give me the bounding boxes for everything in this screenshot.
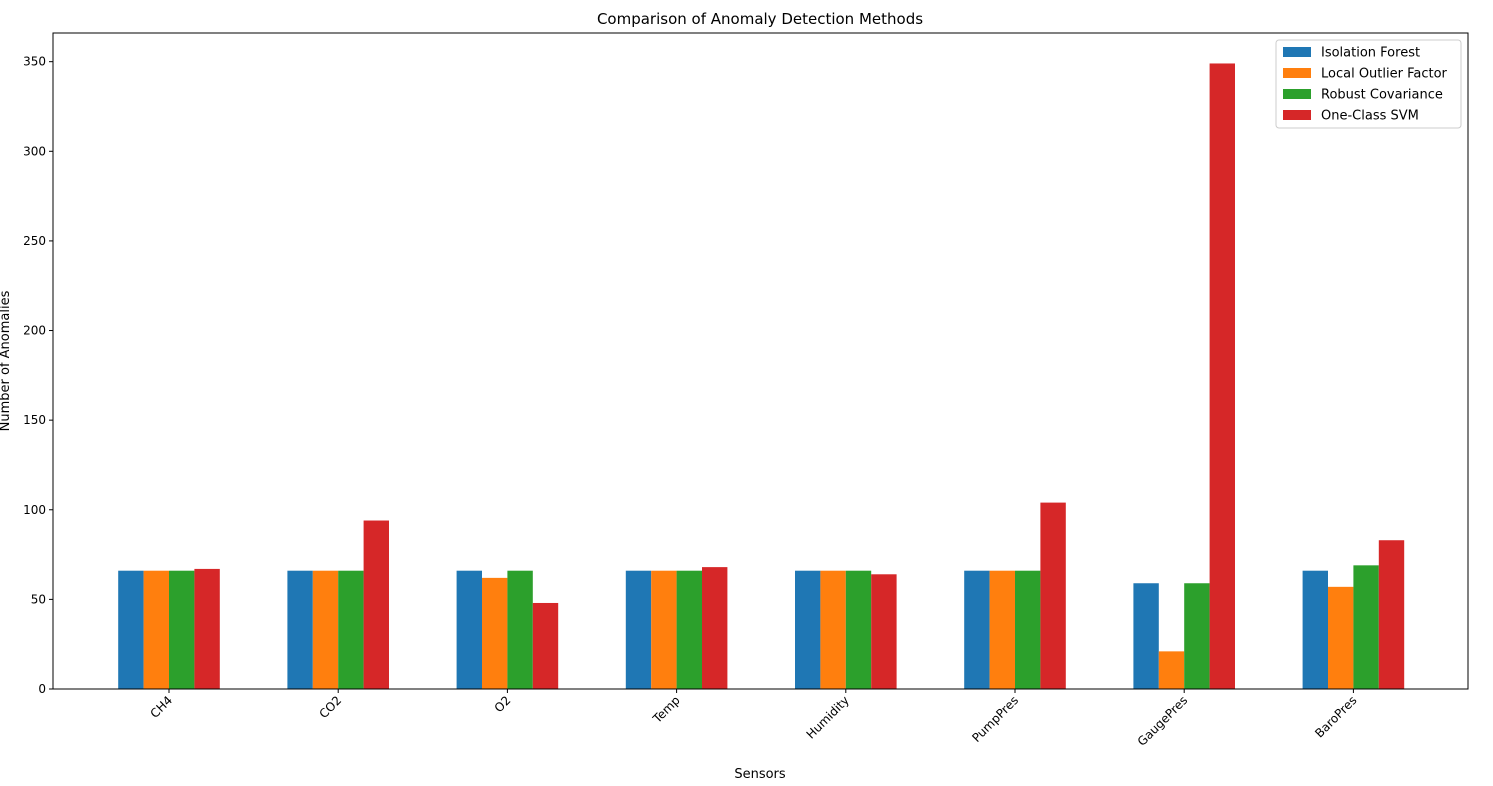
bar	[1328, 586, 1354, 689]
bar	[871, 574, 897, 689]
x-tick-label: Humidity	[804, 693, 852, 741]
bar	[1209, 63, 1235, 690]
legend: Isolation Forest Local Outlier Factor Robu…	[1275, 39, 1462, 129]
bar	[143, 570, 169, 689]
legend-box	[1275, 39, 1462, 129]
y-tick-label: 0	[38, 682, 46, 696]
legend-swatch	[1283, 47, 1311, 57]
y-tick-label: 350	[23, 55, 46, 69]
plot-frame	[52, 32, 1469, 690]
x-tick-label: PumpPres	[969, 693, 1021, 745]
bar	[820, 570, 846, 689]
bar	[845, 570, 872, 689]
bar	[702, 567, 728, 689]
bar	[338, 570, 364, 689]
legend-swatch	[1283, 110, 1311, 120]
bar	[989, 570, 1015, 689]
legend-swatch	[1283, 89, 1311, 99]
bar	[1353, 565, 1379, 689]
legend-swatch	[1283, 68, 1311, 78]
legend-entry: Robust Covariance	[1321, 88, 1443, 103]
bar	[1040, 502, 1066, 689]
x-tick-label: Temp	[649, 693, 682, 726]
y-tick-label: 100	[23, 503, 46, 517]
bar	[532, 602, 559, 689]
bar	[1378, 540, 1405, 689]
legend-entry: Isolation Forest	[1321, 46, 1420, 61]
bar	[1158, 651, 1185, 689]
bar	[1015, 570, 1041, 689]
bar	[456, 570, 482, 689]
bar	[312, 570, 339, 689]
y-axis-label: Number of Anomalies	[0, 290, 13, 431]
y-tick-label: 50	[31, 592, 46, 606]
bars	[118, 63, 1405, 690]
bar	[287, 570, 313, 689]
y-tick-label: 200	[23, 324, 46, 338]
bar	[795, 570, 821, 689]
bar	[169, 570, 195, 689]
x-tick-label: CH4	[148, 693, 176, 721]
y-tick-label: 300	[23, 144, 46, 158]
x-tick-label: O2	[492, 693, 514, 715]
y-axis: 0 50 100 150 200 250 300 350	[23, 55, 53, 696]
bar	[194, 568, 220, 689]
legend-entry: One-Class SVM	[1321, 109, 1419, 124]
bar	[651, 570, 677, 689]
bar	[482, 577, 508, 689]
x-tick-label: BaroPres	[1312, 693, 1359, 740]
legend-entry: Local Outlier Factor	[1321, 67, 1448, 82]
y-tick-label: 150	[23, 413, 46, 427]
x-tick-label: CO2	[316, 693, 344, 721]
bar	[625, 570, 652, 689]
chart-title: Comparison of Anomaly Detection Methods	[597, 10, 923, 28]
bar	[676, 570, 702, 689]
bar	[118, 570, 144, 689]
bar	[1184, 583, 1210, 689]
x-tick-label: GaugePres	[1135, 693, 1191, 749]
bar	[1302, 570, 1328, 689]
bar	[964, 570, 990, 689]
y-tick-label: 250	[23, 234, 46, 248]
x-axis-label: Sensors	[734, 767, 786, 782]
bar	[1133, 583, 1159, 689]
bar	[507, 570, 533, 689]
bar	[363, 520, 389, 689]
x-axis: CH4 CO2 O2 Temp Humidity PumpPres GaugePres Bar…	[148, 689, 1360, 749]
